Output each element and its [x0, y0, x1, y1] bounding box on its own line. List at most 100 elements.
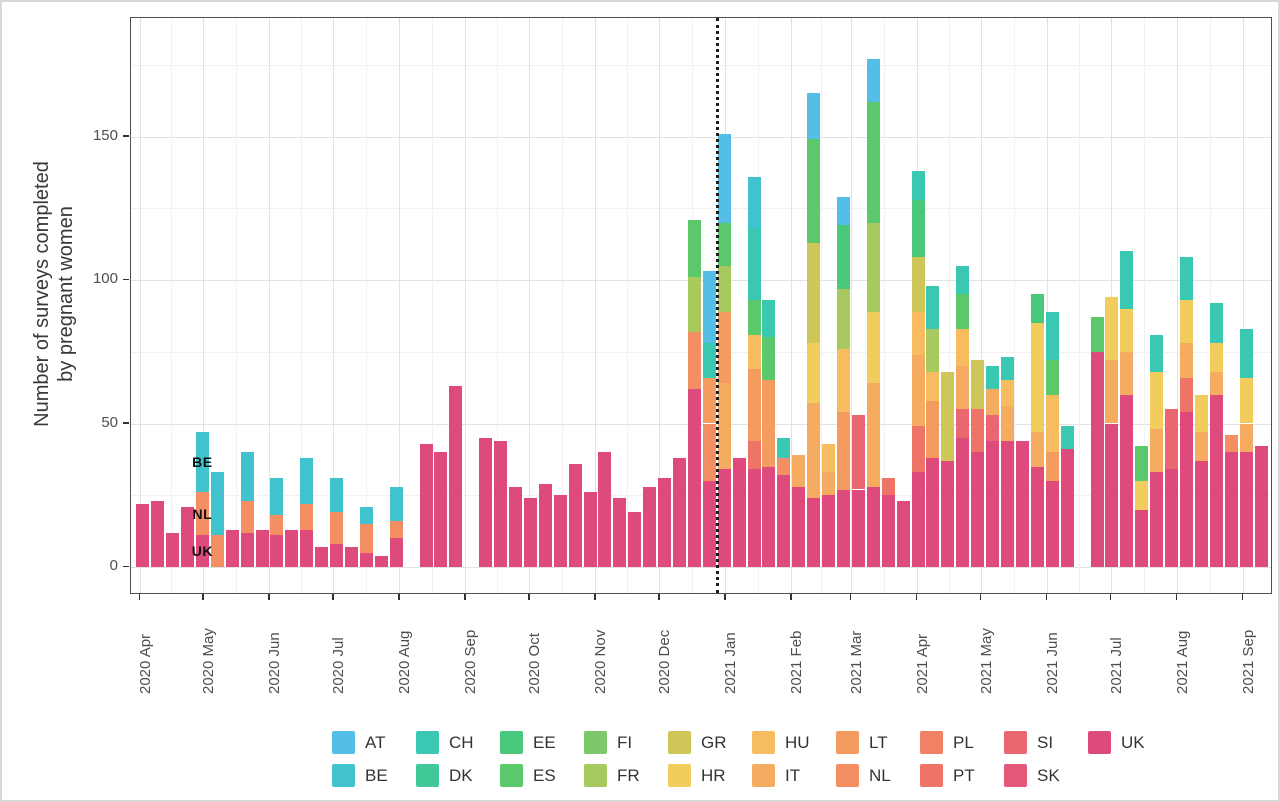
bar-segment-ES [747, 300, 761, 335]
y-axis-tick [123, 422, 129, 424]
bar-segment-UK [613, 498, 627, 567]
bar-segment-BE [210, 472, 224, 536]
legend-label-LT: LT [869, 733, 888, 752]
bar-segment-IT [1150, 429, 1164, 473]
bar-segment-UK [494, 440, 508, 567]
legend-swatch-FI [584, 731, 607, 754]
y-axis-tick [123, 278, 129, 280]
bar-segment-EE [837, 225, 851, 289]
gridline-v-major [1176, 18, 1178, 593]
bar-segment-UK [747, 469, 761, 567]
bar-segment-UK [359, 552, 373, 567]
bar-segment-CH [1001, 357, 1015, 381]
bar-segment-NL [777, 457, 791, 476]
gridline-v-minor [497, 18, 499, 593]
bar-segment-UK [136, 503, 150, 567]
legend-swatch-FR [584, 764, 607, 787]
bar-segment-UK [1001, 440, 1015, 567]
bar-segment-UK [225, 529, 239, 567]
bar-segment-PT [881, 478, 895, 496]
legend-label-FI: FI [617, 733, 633, 752]
bar-segment-UK [374, 555, 388, 567]
x-axis-label: 2021 Aug [1173, 630, 1191, 694]
bar-segment-UK [866, 486, 880, 567]
bar-segment-IT [1120, 351, 1134, 395]
legend-label-PT: PT [953, 766, 975, 785]
bar-segment-UK [837, 489, 851, 567]
bar-segment-ES [866, 102, 880, 223]
bar-segment-UK [285, 529, 299, 567]
x-axis-label: 2021 Sep [1239, 629, 1257, 694]
bar-segment-FR [866, 222, 880, 312]
gridline-v-minor [1143, 18, 1145, 593]
bar-segment-LT [702, 377, 716, 424]
x-axis-label: 2020 Jun [266, 632, 284, 694]
gridline-v-major [465, 18, 467, 593]
legend-swatch-CH [416, 731, 439, 754]
bar-segment-NL [1224, 434, 1238, 453]
bar-segment-IT [866, 383, 880, 487]
bar-segment-UK [523, 498, 537, 567]
bar-segment-UK [628, 512, 642, 567]
y-axis-label: 150 [92, 126, 118, 144]
bar-segment-NL [195, 492, 209, 536]
gridline-v-minor [1078, 18, 1080, 593]
bar-segment-UK [807, 498, 821, 567]
bar-segment-UK [926, 457, 940, 567]
bar-segment-UK [717, 469, 731, 567]
gridline-v-minor [821, 18, 823, 593]
legend-swatch-DK [416, 764, 439, 787]
legend-swatch-GR [668, 731, 691, 754]
bar-segment-BE [240, 452, 254, 501]
bar-segment-CH [1179, 257, 1193, 301]
y-axis-title-line2: by pregnant women [55, 206, 77, 382]
bar-segment-UK [166, 532, 180, 567]
gridline-h-minor [131, 495, 1271, 497]
bar-segment-UK [1179, 412, 1193, 567]
bar-segment-UK [971, 452, 985, 567]
bar-segment-BE [747, 176, 761, 229]
bar-segment-CH [702, 343, 716, 378]
gridline-v-major [791, 18, 793, 593]
bar-segment-UK [792, 486, 806, 567]
bar-segment-UK [330, 544, 344, 567]
bar-segment-CH [747, 228, 761, 301]
x-axis-tick [658, 594, 660, 600]
bar-segment-LT [926, 400, 940, 458]
bar-segment-UK [732, 457, 746, 567]
bar-segment-UK [151, 500, 165, 567]
x-axis-label: 2020 Dec [656, 629, 674, 694]
bar-segment-UK [583, 492, 597, 567]
bar-segment-NL [210, 535, 224, 567]
bar-segment-PT [911, 426, 925, 473]
y-axis-tick [123, 135, 129, 137]
bar-segment-ES [956, 294, 970, 329]
x-axis-tick [202, 594, 204, 600]
y-axis-label: 100 [92, 270, 118, 287]
x-axis-tick [979, 594, 982, 600]
gridline-h-major [131, 280, 1271, 281]
bar-segment-IT [1209, 371, 1223, 395]
bar-segment-UK [1239, 452, 1253, 567]
gridline-v-minor [366, 18, 368, 593]
x-axis-tick [1109, 594, 1112, 600]
gridline-h-minor [131, 208, 1271, 210]
legend-swatch-ES [500, 764, 523, 787]
legend-label-UK: UK [1121, 733, 1145, 752]
bar-segment-CH [986, 366, 1000, 390]
bar-segment-ES [1090, 317, 1104, 352]
bar-segment-ES [1135, 446, 1149, 481]
legend-swatch-SI [1004, 731, 1027, 754]
legend-label-IT: IT [785, 766, 801, 785]
bar-segment-UK [315, 546, 329, 567]
legend-label-SK: SK [1037, 766, 1060, 785]
bar-segment-CH [911, 170, 925, 200]
bar-segment-HU [1045, 394, 1059, 453]
gridline-v-major [659, 18, 661, 593]
bar-segment-PT [1179, 377, 1193, 413]
x-axis-label: 2020 Sep [462, 629, 480, 694]
bar-segment-HU [747, 334, 761, 369]
bar-segment-BE [300, 457, 314, 504]
bar-segment-UK [449, 386, 463, 567]
